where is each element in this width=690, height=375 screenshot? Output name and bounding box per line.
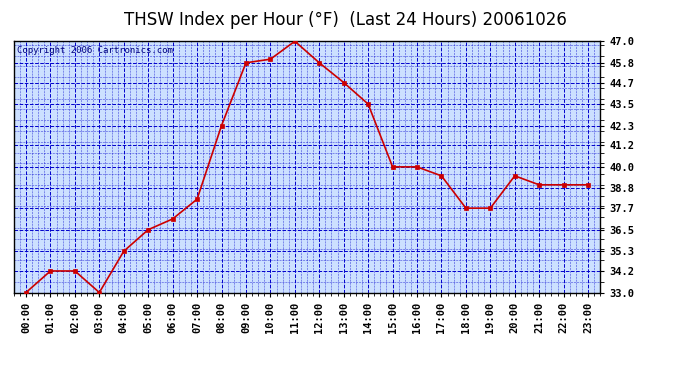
- Text: THSW Index per Hour (°F)  (Last 24 Hours) 20061026: THSW Index per Hour (°F) (Last 24 Hours)…: [124, 11, 566, 29]
- Text: Copyright 2006 Cartronics.com: Copyright 2006 Cartronics.com: [17, 46, 172, 55]
